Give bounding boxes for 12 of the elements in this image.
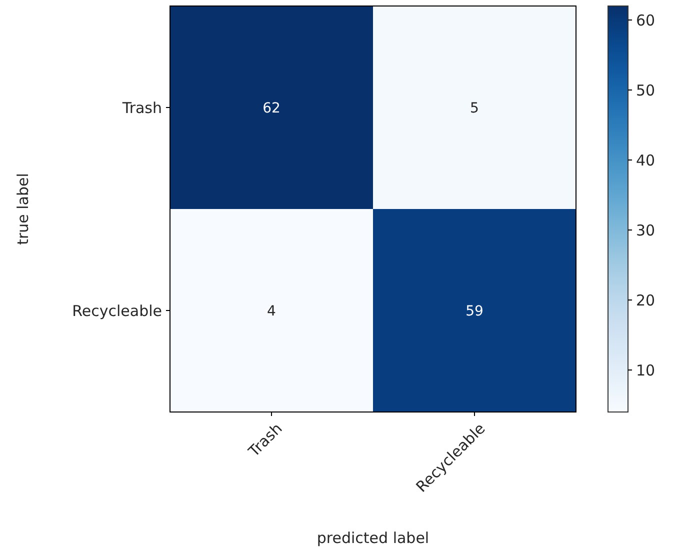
color-bar-label: 20 [636,291,656,310]
color-bar-label: 60 [636,11,656,30]
x-axis-title: predicted label [316,529,430,547]
data-label: 62 [262,100,280,116]
data-label: 59 [466,303,484,320]
data-label: 5 [470,100,479,116]
color-bar-label: 30 [636,221,656,240]
color-bar-label: 50 [636,81,656,100]
data-label: 4 [267,303,276,320]
color-bar-label: 40 [636,151,656,170]
color-bar-label: 10 [636,361,656,380]
y-axis-title: true label [14,173,32,245]
